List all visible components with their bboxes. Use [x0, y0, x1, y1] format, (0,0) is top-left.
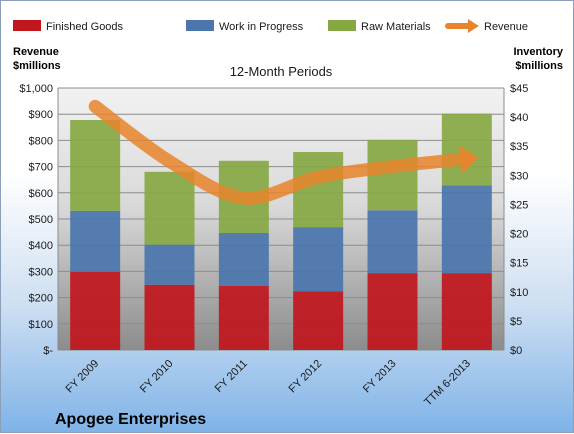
right-tick-label: $15: [510, 258, 528, 270]
right-tick-label: $5: [510, 316, 522, 328]
right-axis-title: Inventory $millions: [513, 46, 563, 72]
x-tick-label: TTM 6-2013: [422, 358, 473, 409]
right-tick-label: $20: [510, 229, 528, 241]
left-tick-label: $-: [43, 345, 53, 357]
legend-swatch: [13, 20, 41, 31]
bar-work-in-progress: [70, 210, 121, 272]
right-tick-label: $35: [510, 141, 528, 153]
legend-swatch: [328, 20, 356, 31]
right-tick-label: $25: [510, 199, 528, 211]
left-tick-label: $1,000: [19, 83, 53, 95]
left-tick-label: $100: [29, 319, 53, 331]
left-tick-label: $200: [29, 293, 53, 305]
right-tick-label: $0: [510, 345, 522, 357]
left-tick-label: $300: [29, 266, 53, 278]
left-tick-label: $800: [29, 135, 53, 147]
revenue-line: [88, 99, 474, 205]
bar-finished-goods: [218, 285, 269, 350]
company-name: Apogee Enterprises: [55, 411, 206, 428]
bar-work-in-progress: [367, 210, 418, 274]
bar-raw-materials: [293, 152, 344, 228]
legend-label: Raw Materials: [361, 21, 431, 33]
right-tick-label: $30: [510, 170, 528, 182]
left-tick-label: $500: [29, 214, 53, 226]
left-tick-label: $900: [29, 109, 53, 121]
chart-title: 12-Month Periods: [230, 64, 333, 79]
legend-label: Work in Progress: [219, 21, 304, 33]
x-tick-label: FY 2010: [138, 358, 176, 396]
bar-finished-goods: [144, 284, 195, 350]
bar-raw-materials: [70, 120, 121, 211]
legend-label: Finished Goods: [46, 21, 124, 33]
bar-finished-goods: [367, 273, 418, 350]
x-tick-label: FY 2013: [361, 358, 399, 396]
left-tick-label: $600: [29, 188, 53, 200]
x-tick-label: FY 2009: [64, 358, 102, 396]
bar-work-in-progress: [218, 232, 269, 286]
revenue-arrowhead: [459, 145, 479, 174]
bar-finished-goods: [70, 271, 121, 350]
bar-finished-goods: [441, 273, 492, 350]
legend-swatch: [186, 20, 214, 31]
right-tick-label: $45: [510, 83, 528, 95]
right-tick-label: $10: [510, 287, 528, 299]
bar-raw-materials: [441, 113, 492, 186]
x-tick-label: FY 2012: [287, 358, 325, 396]
bar-work-in-progress: [144, 244, 195, 285]
left-tick-label: $400: [29, 240, 53, 252]
legend-swatch-arrow: [468, 19, 479, 33]
left-tick-label: $700: [29, 162, 53, 174]
bar-work-in-progress: [293, 227, 344, 292]
bar-finished-goods: [293, 291, 344, 350]
x-tick-label: FY 2011: [213, 358, 250, 395]
bar-work-in-progress: [441, 185, 492, 274]
bar-raw-materials: [144, 171, 195, 245]
left-axis-title: Revenue $millions: [13, 46, 61, 72]
legend-label: Revenue: [484, 21, 528, 33]
right-tick-label: $40: [510, 112, 528, 124]
